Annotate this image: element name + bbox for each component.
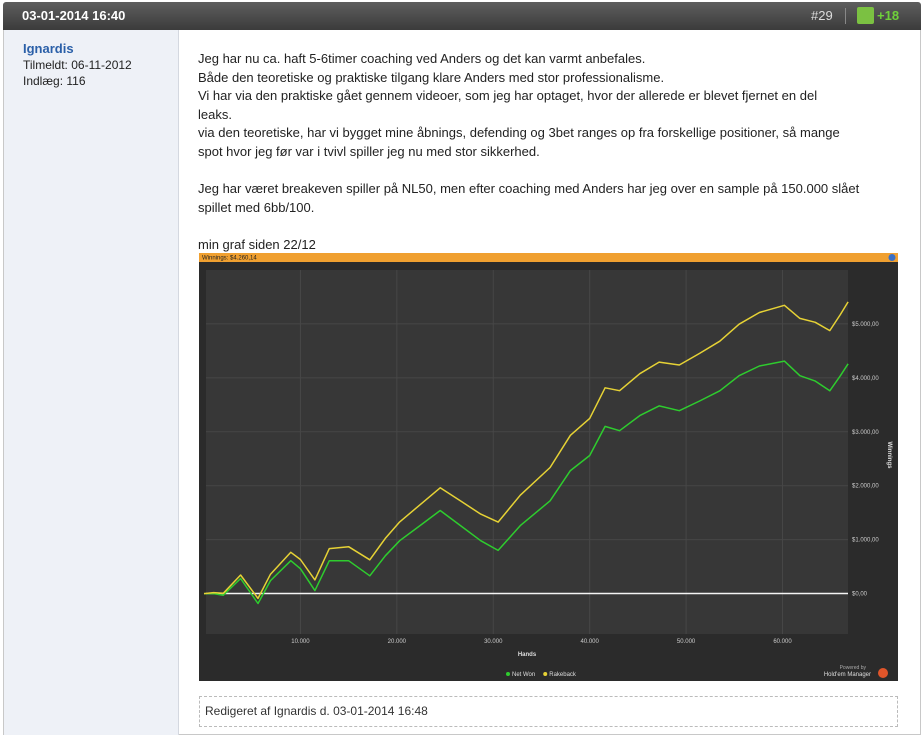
text-line: Både den teoretiske og praktiske tilgang…: [198, 69, 665, 85]
series-line: [204, 360, 849, 605]
x-tick-label: 60.000: [773, 639, 792, 645]
legend-swatch: [506, 672, 510, 676]
x-tick-label: 30.000: [484, 639, 503, 645]
legend-label: Rakeback: [549, 672, 577, 678]
edit-note: Redigeret af Ignardis d. 03-01-2014 16:4…: [199, 696, 898, 727]
x-tick-label: 20.000: [388, 639, 407, 645]
graph-caption: min graf siden 22/12: [198, 237, 316, 252]
separator: [845, 8, 846, 24]
x-tick-label: 10.000: [291, 639, 310, 645]
x-tick-label: 50.000: [677, 639, 696, 645]
brand: Hold'em Manager: [824, 672, 871, 678]
post-text: Jeg har nu ca. haft 5-6timer coaching ve…: [198, 50, 840, 162]
post-header: 03-01-2014 16:40 #29 +18: [3, 2, 921, 30]
text-line: spillet med 6bb/100.: [198, 199, 315, 215]
y-tick-label: $4.000,00: [852, 376, 879, 382]
user-posts: Indlæg: 116: [23, 74, 86, 88]
y-tick-label: $2.000,00: [852, 484, 879, 490]
x-axis-label: Hands: [518, 652, 537, 658]
text-line: spot hvor jeg før var i tvivl spiller je…: [198, 143, 540, 159]
user-joined: Tilmeldt: 06-11-2012: [23, 58, 132, 72]
text-line: Vi har via den praktiske gået gennem vid…: [198, 88, 818, 104]
plot-area: [206, 270, 848, 634]
post-date: 03-01-2014 16:40: [22, 8, 126, 23]
text-line: leaks.: [198, 106, 232, 122]
like-score: +18: [877, 8, 900, 23]
y-axis-label: Winnings: [886, 442, 892, 470]
text-line: via den teoretiske, har vi bygget mine å…: [198, 125, 840, 141]
like-icon[interactable]: [857, 7, 874, 24]
y-tick-label: $5.000,00: [852, 322, 879, 328]
y-tick-label: $1.000,00: [852, 538, 879, 544]
graph-title: Winnings: $4.260,14: [202, 256, 257, 262]
text-line: Jeg har nu ca. haft 5-6timer coaching ve…: [198, 51, 646, 66]
graph-topbar: [199, 253, 898, 262]
post-text: Jeg har været breakeven spiller på NL50,…: [198, 180, 859, 217]
user-sidebar: Ignardis Tilmeldt: 06-11-2012 Indlæg: 11…: [4, 30, 179, 735]
brand-logo: [878, 668, 888, 678]
legend-label: Net Won: [512, 672, 535, 678]
post-frame: [3, 30, 921, 735]
text-line: Jeg har været breakeven spiller på NL50,…: [198, 181, 860, 196]
legend-swatch: [543, 672, 548, 676]
user-name[interactable]: Ignardis: [23, 41, 74, 56]
graph: Winnings: $4.260,14 Hands Winnings Power…: [199, 253, 898, 681]
help-icon[interactable]: [888, 254, 896, 261]
y-tick-label: $3.000,00: [852, 430, 879, 436]
post-number[interactable]: #29: [811, 8, 833, 23]
x-tick-label: 40.000: [580, 639, 599, 645]
powered-by: Powered by: [840, 665, 867, 671]
series-line: [203, 301, 849, 600]
y-tick-label: $0,00: [852, 592, 868, 598]
